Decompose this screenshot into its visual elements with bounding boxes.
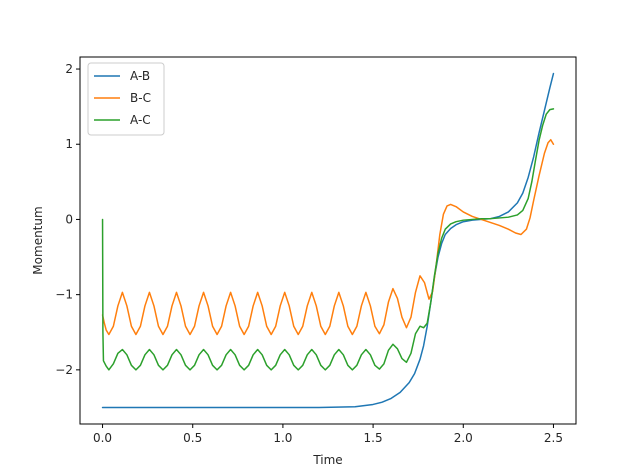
y-tick-label: 2: [65, 62, 73, 76]
legend-label: B-C: [130, 91, 151, 105]
x-axis: 0.0 0.5 1.0 1.5 2.0 2.5: [93, 424, 563, 445]
x-tick-label: 2.5: [544, 431, 563, 445]
y-tick-label: −2: [55, 363, 73, 377]
axes-frame: [79, 56, 577, 425]
legend-box: [87, 62, 165, 136]
legend: A-B B-C A-C: [87, 62, 165, 136]
y-tick-label: 1: [65, 137, 73, 151]
series-layer: [101, 72, 555, 409]
y-axis-title: Momentum: [31, 206, 45, 274]
x-axis-title: Time: [312, 453, 342, 467]
x-tick-label: 0.0: [93, 431, 112, 445]
x-tick-label: 0.5: [183, 431, 202, 445]
series-line-a-c: [101, 108, 555, 371]
series-line-a-b: [101, 72, 555, 409]
x-tick-label: 1.5: [364, 431, 383, 445]
series-line-b-c: [101, 138, 555, 336]
y-tick-label: 0: [65, 212, 73, 226]
y-tick-label: −1: [55, 288, 73, 302]
x-tick-label: 1.0: [273, 431, 292, 445]
legend-label: A-B: [130, 69, 150, 83]
y-axis: −2 −1 0 1 2: [55, 62, 80, 377]
legend-label: A-C: [130, 113, 151, 127]
x-tick-label: 2.0: [454, 431, 473, 445]
